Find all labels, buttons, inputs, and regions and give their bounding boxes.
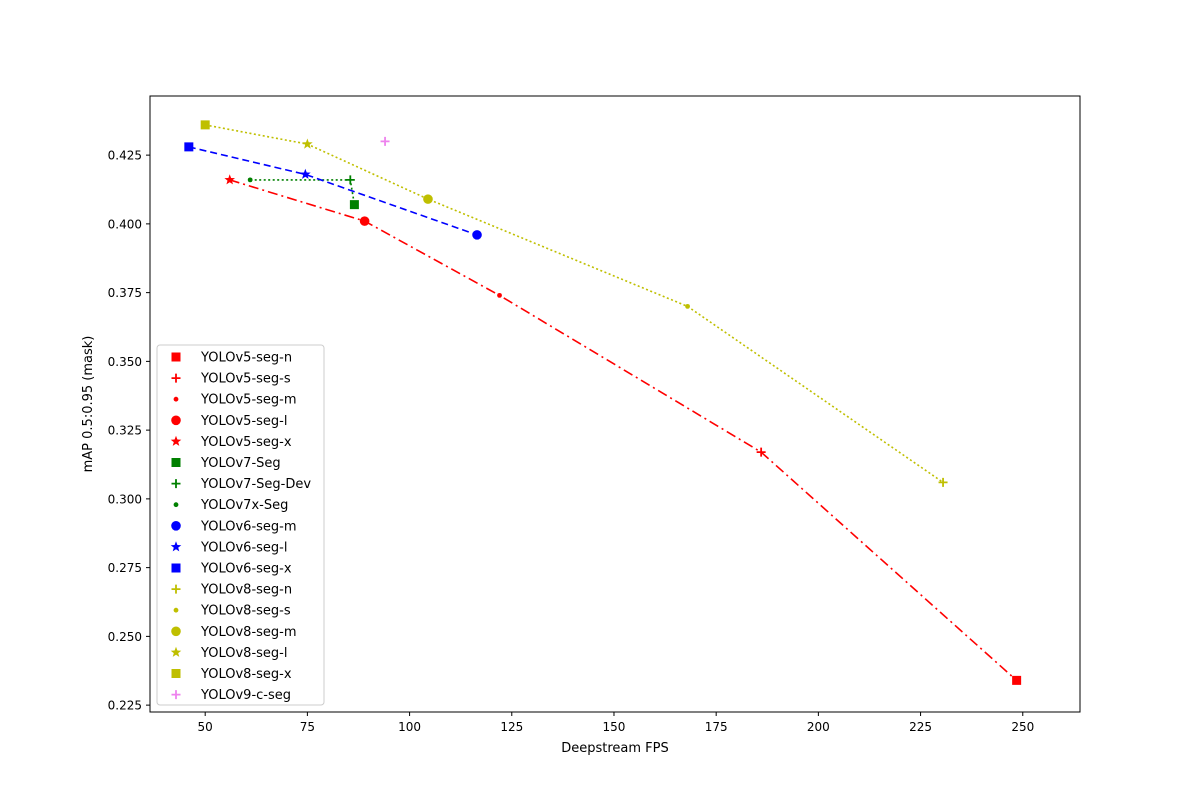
legend-label: YOLOv5-seg-l bbox=[200, 414, 287, 429]
legend-label: YOLOv7x-Seg bbox=[200, 498, 288, 513]
data-point bbox=[359, 216, 370, 226]
legend-label: YOLOv5-seg-x bbox=[200, 435, 292, 450]
x-tick-label: 50 bbox=[198, 720, 213, 734]
legend-marker bbox=[170, 646, 182, 657]
legend-label: YOLOv6-seg-x bbox=[200, 562, 292, 577]
legend-marker bbox=[171, 373, 181, 383]
plot-frame bbox=[149, 95, 1081, 713]
data-point bbox=[938, 477, 948, 487]
legend-label: YOLOv8-seg-n bbox=[200, 583, 292, 598]
legend-label: YOLOv7-Seg-Dev bbox=[200, 477, 311, 492]
legend-label: YOLOv5-seg-s bbox=[200, 372, 291, 387]
y-tick-label: 0.275 bbox=[108, 561, 142, 575]
legend-marker bbox=[171, 669, 181, 678]
data-points bbox=[184, 120, 1022, 685]
legend-marker bbox=[173, 502, 179, 508]
y-tick-label: 0.400 bbox=[108, 217, 142, 231]
data-point bbox=[1012, 675, 1022, 685]
x-tick-label: 225 bbox=[909, 720, 932, 734]
series-line bbox=[188, 146, 478, 236]
data-point bbox=[200, 120, 210, 130]
legend-label: YOLOv5-seg-m bbox=[200, 393, 297, 408]
legend-marker bbox=[173, 607, 179, 613]
data-point bbox=[302, 138, 313, 149]
legend-marker bbox=[171, 415, 181, 426]
x-tick-label: 75 bbox=[300, 720, 315, 734]
x-tick-label: 125 bbox=[500, 720, 523, 734]
data-point bbox=[184, 142, 194, 152]
legend-marker bbox=[171, 521, 181, 531]
legend-marker bbox=[170, 541, 182, 552]
data-point bbox=[472, 230, 482, 240]
legend-label: YOLOv6-seg-l bbox=[200, 540, 287, 555]
legend-marker bbox=[171, 458, 181, 467]
legend-marker bbox=[171, 563, 181, 573]
x-tick-label: 200 bbox=[807, 720, 830, 734]
legend-label: YOLOv8-seg-s bbox=[200, 604, 291, 619]
y-tick-label: 0.300 bbox=[108, 492, 142, 506]
legend-label: YOLOv7-Seg bbox=[200, 456, 281, 471]
y-tick-label: 0.225 bbox=[108, 699, 142, 713]
y-axis-label: mAP 0.5:0.95 (mask) bbox=[81, 336, 96, 473]
x-tick-label: 250 bbox=[1011, 720, 1034, 734]
x-axis-ticks: 50 75 100 125 150 175 200 225 250 bbox=[198, 712, 1034, 734]
legend-label: YOLOv8-seg-x bbox=[200, 667, 292, 682]
legend-marker bbox=[171, 626, 181, 637]
legend-label: YOLOv8-seg-l bbox=[200, 646, 287, 661]
data-point bbox=[349, 200, 359, 210]
data-point bbox=[756, 447, 766, 457]
legend-label: YOLOv5-seg-n bbox=[200, 351, 292, 366]
y-axis-ticks: 0.225 0.250 0.275 0.300 0.325 0.350 0.375 0.400… bbox=[108, 149, 150, 713]
y-tick-label: 0.375 bbox=[108, 286, 142, 300]
data-point bbox=[685, 303, 690, 309]
legend-marker bbox=[171, 352, 181, 362]
data-point bbox=[345, 175, 355, 185]
x-tick-label: 150 bbox=[603, 720, 626, 734]
x-tick-label: 100 bbox=[398, 720, 421, 734]
y-tick-label: 0.350 bbox=[108, 355, 142, 369]
legend-marker bbox=[170, 435, 182, 446]
x-axis-label: Deepstream FPS bbox=[561, 741, 669, 756]
legend: YOLOv5-seg-n YOLOv5-seg-s YOLOv5-seg-m YOLO… bbox=[156, 344, 325, 706]
legend-marker bbox=[171, 479, 181, 489]
legend-label: YOLOv6-seg-m bbox=[200, 519, 297, 534]
data-point bbox=[224, 174, 235, 185]
series-line bbox=[205, 124, 944, 484]
legend-label: YOLOv8-seg-m bbox=[200, 625, 297, 640]
y-tick-label: 0.250 bbox=[108, 630, 142, 644]
data-point bbox=[300, 168, 311, 179]
legend-marker bbox=[173, 396, 179, 402]
data-point bbox=[380, 136, 390, 146]
legend-marker bbox=[171, 584, 181, 594]
legend-marker bbox=[171, 690, 181, 700]
x-tick-label: 175 bbox=[705, 720, 728, 734]
y-tick-label: 0.425 bbox=[108, 149, 142, 163]
y-tick-label: 0.325 bbox=[108, 424, 142, 438]
data-point bbox=[497, 292, 502, 298]
legend-label: YOLOv9-c-seg bbox=[200, 688, 291, 703]
data-point bbox=[247, 177, 253, 183]
data-point bbox=[423, 194, 433, 204]
legend-box bbox=[156, 344, 325, 706]
